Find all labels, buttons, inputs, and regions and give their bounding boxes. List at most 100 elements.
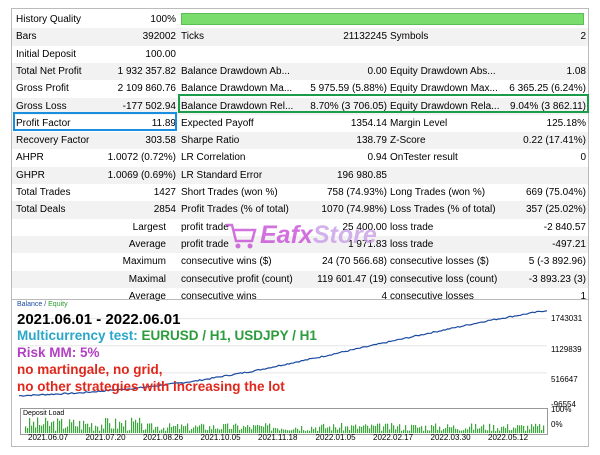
deposit-load-bar bbox=[29, 417, 31, 433]
note-line-1: no martingale, no grid, bbox=[17, 362, 163, 377]
deposit-load-label: Deposit Load bbox=[23, 410, 65, 417]
deposit-load-bar bbox=[139, 417, 141, 433]
stat-value: 24 (70 566.68) bbox=[321, 256, 387, 268]
deposit-load-bar bbox=[89, 427, 91, 433]
deposit-load-bar bbox=[197, 426, 199, 433]
stat-value: 669 (75.04%) bbox=[525, 187, 586, 198]
deposit-load-bar bbox=[527, 425, 529, 433]
deposit-load-bar bbox=[469, 426, 471, 433]
deposit-load-bar bbox=[279, 430, 281, 433]
deposit-load-bar bbox=[215, 428, 217, 433]
stats-row: Profit Factor 11.89 Expected Payoff 1354.14… bbox=[12, 115, 588, 132]
deposit-load-bar bbox=[439, 426, 441, 433]
stat-label: LR Standard Error bbox=[181, 169, 263, 181]
stat-value: 138.79 bbox=[356, 135, 387, 147]
deposit-load-bar bbox=[475, 423, 477, 433]
stat-value: 9.04% (3 862.11) bbox=[510, 100, 586, 112]
deposit-load-bar bbox=[259, 425, 261, 433]
deposit-load-bar bbox=[81, 429, 83, 433]
deposit-load-bar bbox=[465, 428, 467, 433]
deposit-load-bar bbox=[477, 428, 479, 433]
stat-value bbox=[72, 253, 176, 270]
deposit-load-bar bbox=[69, 419, 71, 433]
stat-label: GHPR bbox=[16, 169, 45, 181]
deposit-load-bar bbox=[85, 423, 87, 433]
stat-label: Profit Trades (% of total) bbox=[181, 204, 289, 216]
deposit-load-bar bbox=[35, 427, 37, 433]
deposit-load-bar bbox=[141, 423, 143, 433]
deposit-load-bar bbox=[147, 423, 149, 433]
deposit-load-bar bbox=[277, 428, 279, 433]
deposit-load-bar bbox=[39, 424, 41, 433]
deposit-load-bar bbox=[409, 430, 411, 433]
deposit-load-bar bbox=[111, 428, 113, 433]
deposit-load-bar bbox=[429, 430, 431, 433]
deposit-load-bar bbox=[459, 430, 461, 433]
deposit-load-bar bbox=[245, 427, 247, 433]
deposit-load-bar bbox=[237, 425, 239, 433]
deposit-load-bar bbox=[53, 421, 55, 433]
deposit-load-bar bbox=[179, 429, 181, 433]
deposit-load-bar bbox=[47, 420, 49, 433]
deposit-load-bar bbox=[205, 429, 207, 433]
deposit-load-bar bbox=[521, 425, 523, 433]
deposit-load-bar bbox=[455, 428, 457, 433]
deposit-load-bar bbox=[539, 424, 541, 433]
stat-value: 1354.14 bbox=[350, 117, 387, 129]
deposit-load-bar bbox=[335, 427, 337, 433]
deposit-load-bar bbox=[343, 430, 345, 433]
deposit-load-bar bbox=[117, 428, 119, 433]
stat-label: profit trade bbox=[181, 221, 229, 233]
deposit-load-bar bbox=[123, 426, 125, 433]
deposit-load-bar bbox=[503, 426, 505, 433]
stat-label: Gross Profit bbox=[16, 83, 69, 95]
stat-value: 5 975.59 (5.88%) bbox=[310, 83, 387, 95]
deposit-load-bar bbox=[83, 420, 85, 433]
stat-value: 0.00 bbox=[367, 65, 387, 77]
deposit-load-bar bbox=[161, 429, 163, 433]
deposit-load-bar bbox=[269, 423, 271, 433]
deposit-load-bar bbox=[381, 430, 383, 433]
deposit-load-bar bbox=[373, 425, 375, 433]
deposit-load-bar bbox=[371, 424, 373, 433]
deposit-load-bar bbox=[325, 428, 327, 433]
stat-value: 4 bbox=[381, 290, 387, 302]
deposit-load-bar bbox=[309, 430, 311, 433]
stat-label: Balance Drawdown Rel... bbox=[181, 100, 294, 112]
deposit-load-bar bbox=[367, 425, 369, 433]
x-tick: 2021.08.26 bbox=[143, 433, 184, 442]
stat-value bbox=[72, 219, 176, 236]
deposit-load-bar bbox=[287, 430, 289, 433]
deposit-load-bar bbox=[285, 429, 287, 433]
stat-value: 119 601.47 (19) bbox=[317, 273, 387, 285]
deposit-load-bar bbox=[195, 425, 197, 433]
stat-label: Average bbox=[128, 238, 166, 250]
deposit-load-bar bbox=[247, 425, 249, 433]
deposit-load-bar bbox=[45, 417, 47, 433]
deposit-load-bar bbox=[337, 429, 339, 433]
deposit-load-bar bbox=[227, 423, 229, 433]
deposit-load-bar bbox=[473, 429, 475, 433]
stat-label: consecutive losses ($) bbox=[390, 256, 489, 268]
deposit-load-bar bbox=[271, 430, 273, 433]
stat-value: 1.0072 (0.72%) bbox=[107, 152, 176, 164]
deposit-load-bar bbox=[79, 420, 81, 433]
stat-label: Initial Deposit bbox=[16, 48, 77, 60]
stat-value: 2854 bbox=[153, 204, 176, 216]
x-tick: 2021.06.07 bbox=[28, 433, 69, 442]
deposit-load-bar bbox=[213, 425, 215, 433]
stats-row: Gross Loss -177 502.94 Balance Drawdown Re… bbox=[12, 97, 588, 115]
deposit-load-bar bbox=[541, 430, 543, 433]
stats-row: Largest profit trade 25 400.00 loss trade -2… bbox=[12, 219, 588, 236]
multicurrency-label: Multicurrency test: EURUSD / H1, USDJPY … bbox=[17, 328, 317, 343]
stat-value: 5 (-3 892.96) bbox=[528, 256, 586, 268]
deposit-load-bar bbox=[457, 429, 459, 433]
deposit-load-bar bbox=[505, 428, 507, 433]
deposit-load-bar bbox=[525, 430, 527, 433]
deposit-load-bar bbox=[497, 428, 499, 433]
x-tick: 2022.02.17 bbox=[373, 433, 414, 442]
deposit-load-bar bbox=[273, 427, 275, 433]
stat-value: 758 (74.93%) bbox=[326, 187, 387, 198]
deposit-load-bar bbox=[49, 425, 51, 433]
deposit-load-bar bbox=[445, 428, 447, 433]
